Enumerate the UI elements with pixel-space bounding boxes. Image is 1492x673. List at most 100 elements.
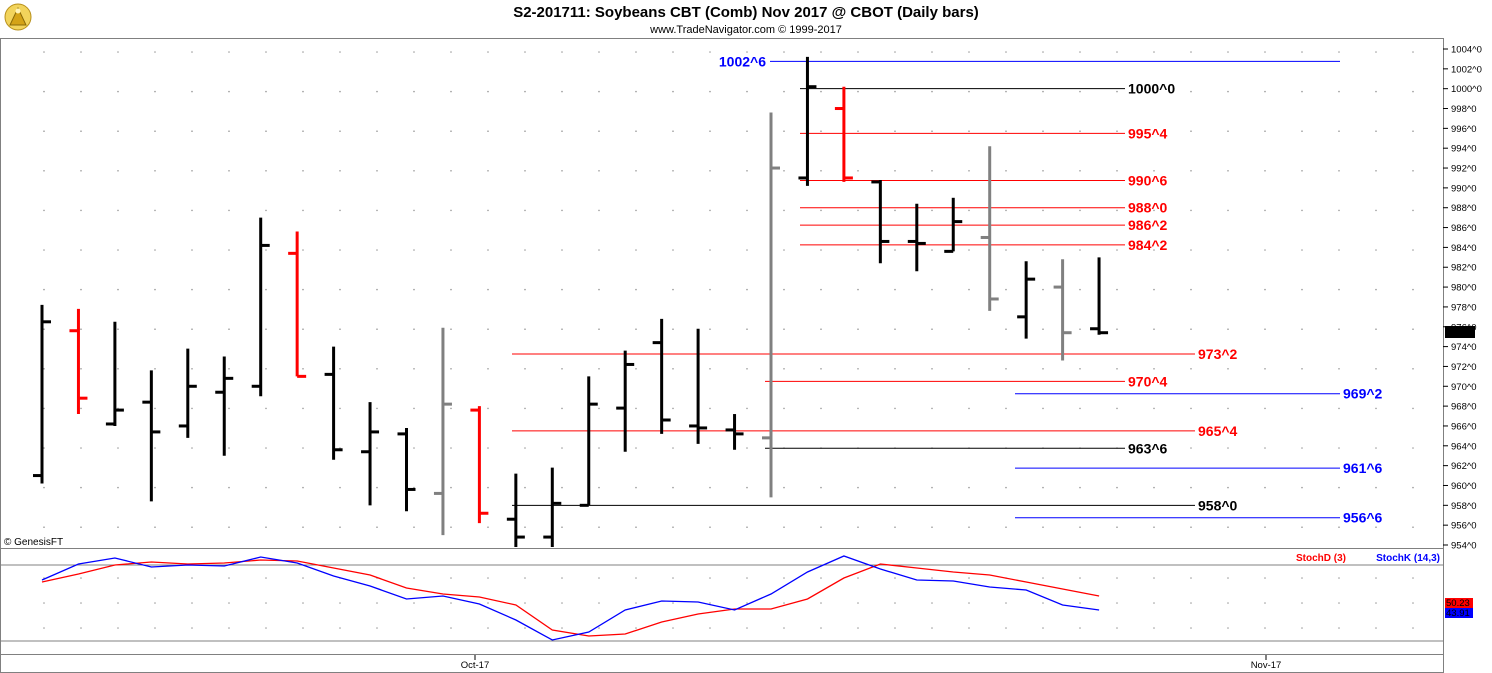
grid-dot [820,602,822,604]
grid-dot [635,130,637,132]
grid-dot [931,170,933,172]
grid-dot [672,249,674,251]
grid-dot [376,288,378,291]
grid-dot [820,209,822,212]
grid-dot [228,209,230,212]
grid-dot [561,577,563,579]
chart-title: S2-201711: Soybeans CBT (Comb) Nov 2017 … [513,4,979,21]
grid-dot [376,51,378,53]
grid-dot [1375,170,1377,172]
grid-dot [783,577,785,579]
grid-dot [1190,90,1192,93]
grid-dot [598,447,600,449]
grid-dot [1079,627,1081,629]
grid-dot [228,328,230,331]
grid-dot [487,209,489,212]
grid-dot [487,130,489,132]
grid-dot [413,526,415,528]
grid-dot [376,170,378,172]
grid-dot [783,328,785,331]
grid-dot [117,249,119,251]
grid-dot [450,170,452,172]
grid-dot [635,209,637,212]
grid-dot [339,51,341,53]
grid-dot [1005,486,1007,489]
grid-dot [931,627,933,629]
grid-dot [1375,526,1377,528]
grid-dot [561,170,563,172]
grid-dot [1412,90,1414,93]
grid-dot [376,328,378,331]
grid-dot [1079,249,1081,251]
level-label: 988^0 [1128,200,1168,216]
grid-dot [228,407,230,410]
grid-dot [1412,209,1414,212]
grid-dot [931,51,933,53]
price-panel [0,38,1444,549]
grid-dot [1227,170,1229,172]
grid-dot [1190,51,1192,53]
grid-dot [154,288,156,291]
grid-dot [302,602,304,604]
grid-dot [43,368,45,370]
grid-dot [1116,209,1118,212]
grid-dot [1042,368,1044,370]
grid-dot [228,486,230,489]
grid-dot [561,249,563,251]
grid-dot [376,90,378,93]
grid-dot [1412,130,1414,132]
grid-dot [1338,90,1340,93]
grid-dot [1264,577,1266,579]
grid-dot [561,627,563,629]
grid-dot [154,170,156,172]
grid-dot [191,328,193,331]
grid-dot [43,328,45,331]
grid-dot [1079,602,1081,604]
grid-dot [894,209,896,212]
grid-dot [487,170,489,172]
grid-dot [80,577,82,579]
grid-dot [968,368,970,370]
grid-dot [487,577,489,579]
y-tick-label: 992^0 [1451,164,1477,175]
grid-dot [709,130,711,132]
grid-dot [302,486,304,489]
grid-dot [1116,526,1118,528]
grid-dot [1005,249,1007,251]
grid-dot [635,602,637,604]
grid-dot [820,627,822,629]
grid-dot [524,130,526,132]
grid-dot [228,577,230,579]
grid-dot [1338,51,1340,53]
grid-dot [413,627,415,629]
grid-dot [376,447,378,449]
grid-dot [1264,602,1266,604]
grid-dot [487,602,489,604]
grid-dot [1005,90,1007,93]
grid-dot [339,288,341,291]
grid-dot [1227,602,1229,604]
grid-dot [1227,407,1229,410]
grid-dot [524,288,526,291]
grid-dot [376,249,378,251]
grid-dot [1375,627,1377,629]
grid-dot [1190,368,1192,370]
grid-dot [1412,627,1414,629]
grid-dot [265,447,267,449]
grid-dot [783,51,785,53]
grid-dot [339,602,341,604]
grid-dot [783,486,785,489]
grid-dot [265,577,267,579]
grid-dot [413,368,415,370]
grid-dot [43,447,45,449]
grid-dot [1412,170,1414,172]
grid-dot [1190,627,1192,629]
grid-dot [154,577,156,579]
grid-dot [1338,407,1340,410]
grid-dot [80,328,82,331]
grid-dot [931,602,933,604]
grid-dot [413,407,415,410]
grid-dot [1079,170,1081,172]
grid-dot [635,447,637,449]
grid-dot [1153,368,1155,370]
